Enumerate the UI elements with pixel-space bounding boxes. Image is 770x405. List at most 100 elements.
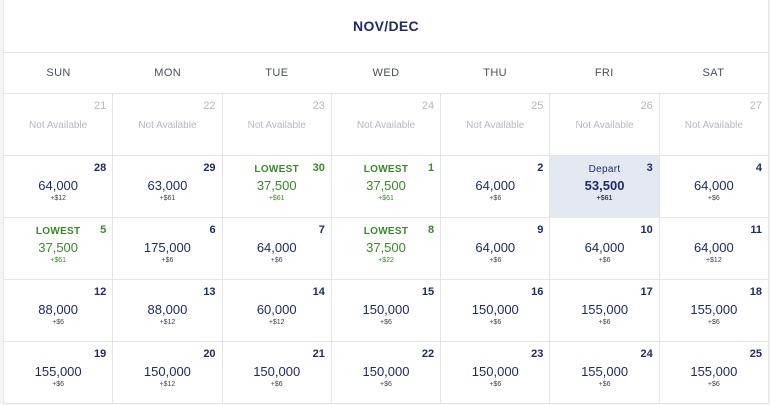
calendar-day[interactable]: 28 64,000 +$12 (4, 156, 113, 217)
not-available-label: Not Available (138, 120, 197, 131)
calendar-day[interactable]: 6 175,000 +$6 (113, 218, 222, 279)
points-price: 60,000 (256, 302, 297, 317)
calendar-day[interactable]: 8 LOWEST 37,500 +$22 (331, 218, 441, 279)
calendar-day[interactable]: 21 150,000 +$6 (222, 342, 331, 403)
calendar-day[interactable]: 15 150,000 +$6 (331, 280, 441, 341)
calendar-day[interactable]: 7 64,000 +$6 (222, 218, 331, 279)
calendar-day-selected[interactable]: 3 Depart 53,500 +$61 (550, 156, 659, 217)
tax-fee: +$6 (52, 319, 65, 326)
not-available-label: Not Available (466, 120, 525, 131)
not-available-label: Not Available (247, 120, 306, 131)
weekday-label: FRI (594, 67, 614, 79)
not-available-label: Not Available (29, 120, 88, 131)
tax-fee: +$6 (707, 319, 720, 326)
tax-fee: +$6 (707, 381, 720, 388)
tax-fee: +$61 (596, 195, 613, 202)
not-available-label: Not Available (575, 120, 634, 131)
tax-fee: +$61 (159, 195, 176, 202)
tax-fee: +$6 (598, 257, 611, 264)
weekday-label: MON (154, 67, 182, 79)
calendar-day[interactable]: 10 64,000 +$6 (550, 218, 659, 279)
points-price: 155,000 (581, 302, 629, 317)
day-number: 4 (755, 162, 762, 174)
calendar-day-unavailable: 25 Not Available (441, 94, 550, 155)
day-number: 23 (312, 100, 325, 112)
calendar-grid: 2 1 Not Available 22 Not Available 23 Not Avai… (4, 94, 768, 403)
points-price: 155,000 (34, 364, 82, 379)
calendar-day[interactable]: 1 LOWEST 37,500 +$61 (331, 156, 441, 217)
day-number: 13 (203, 286, 216, 298)
points-price: 64,000 (475, 240, 516, 255)
tax-fee: +$61 (50, 257, 67, 264)
points-price: 150,000 (143, 364, 191, 379)
calendar-day[interactable]: 22 150,000 +$6 (331, 342, 441, 403)
day-number: 10 (640, 224, 653, 236)
not-available-label: Not Available (356, 120, 416, 131)
calendar-day[interactable]: 14 60,000 +$12 (222, 280, 331, 341)
day-number: 19 (94, 348, 107, 360)
tax-fee: +$12 (159, 319, 176, 326)
tax-fee: +$6 (161, 257, 174, 264)
calendar-day[interactable]: 16 150,000 +$6 (441, 280, 550, 341)
day-number: 6 (209, 224, 216, 236)
day-number: 1 (428, 162, 435, 174)
day-number: 15 (421, 286, 435, 298)
calendar-day[interactable]: 12 88,000 +$6 (4, 280, 113, 341)
calendar-day[interactable]: 29 63,000 +$61 (113, 156, 222, 217)
points-price: 64,000 (584, 240, 625, 255)
tax-fee: +$6 (598, 319, 611, 326)
day-number: 25 (531, 100, 544, 112)
tax-fee: +$6 (380, 381, 392, 388)
points-price: 64,000 (256, 240, 297, 255)
not-available-label: Not Available (684, 120, 743, 131)
calendar-day[interactable]: 19 155,000 +$6 (4, 342, 113, 403)
weekday-label: SAT (702, 67, 725, 79)
tax-fee: +$6 (707, 195, 720, 202)
day-number: 16 (531, 286, 544, 298)
points-price: 150,000 (362, 364, 410, 379)
weekday-label: SUN (46, 67, 71, 79)
calendar-day[interactable]: 5 LOWEST 37,500 +$61 (4, 218, 113, 279)
calendar-day[interactable]: 4 64,000 +$6 (659, 156, 768, 217)
calendar-day[interactable]: 2 64,000 +$6 (441, 156, 550, 217)
points-price: 53,500 (584, 178, 625, 193)
calendar-day[interactable]: 25 155,000 +$6 (659, 342, 768, 403)
tax-fee: +$12 (705, 257, 722, 264)
lowest-badge: LOWEST (363, 164, 409, 175)
points-price: 155,000 (690, 364, 738, 379)
day-number: 24 (421, 100, 435, 112)
day-number: 18 (749, 286, 762, 298)
calendar-day[interactable]: 13 88,000 +$12 (113, 280, 222, 341)
points-price: 64,000 (475, 178, 516, 193)
fare-calendar: NOV/DEC SUN MON TUE WED THU FRI SAT 21 No… (3, 0, 769, 404)
tax-fee: +$6 (270, 381, 283, 388)
calendar-day[interactable]: 23 150,000 +$6 (441, 342, 550, 403)
tax-fee: +$6 (270, 257, 283, 264)
points-price: 37,500 (256, 178, 297, 193)
tax-fee: +$22 (378, 257, 394, 264)
weekday-header: SUN MON TUE WED THU FRI SAT (4, 53, 768, 94)
day-number: 8 (428, 224, 435, 236)
tax-fee: +$61 (268, 195, 285, 202)
day-number: 14 (312, 286, 325, 298)
calendar-day[interactable]: 11 64,000 +$12 (659, 218, 768, 279)
points-price: 150,000 (471, 302, 519, 317)
tax-fee: +$6 (489, 195, 502, 202)
calendar-day[interactable]: 20 150,000 +$12 (113, 342, 222, 403)
points-price: 37,500 (366, 240, 406, 255)
lowest-badge: LOWEST (35, 226, 81, 237)
weekday-label: TUE (265, 67, 289, 79)
calendar-day[interactable]: 9 64,000 +$6 (441, 218, 550, 279)
calendar-day-unavailable: 22 Not Available (113, 94, 222, 155)
calendar-day[interactable]: 18 155,000 +$6 (659, 280, 768, 341)
day-number: 11 (750, 224, 762, 236)
day-number: 22 (203, 100, 216, 112)
points-price: 37,500 (38, 240, 79, 255)
calendar-day[interactable]: 24 155,000 +$6 (550, 342, 659, 403)
points-price: 37,500 (366, 178, 406, 193)
day-number: 20 (203, 348, 216, 360)
points-price: 64,000 (693, 178, 734, 193)
day-number: 2 (537, 162, 544, 174)
calendar-day[interactable]: 17 155,000 +$6 (550, 280, 659, 341)
calendar-day[interactable]: 30 LOWEST 37,500 +$61 (222, 156, 331, 217)
